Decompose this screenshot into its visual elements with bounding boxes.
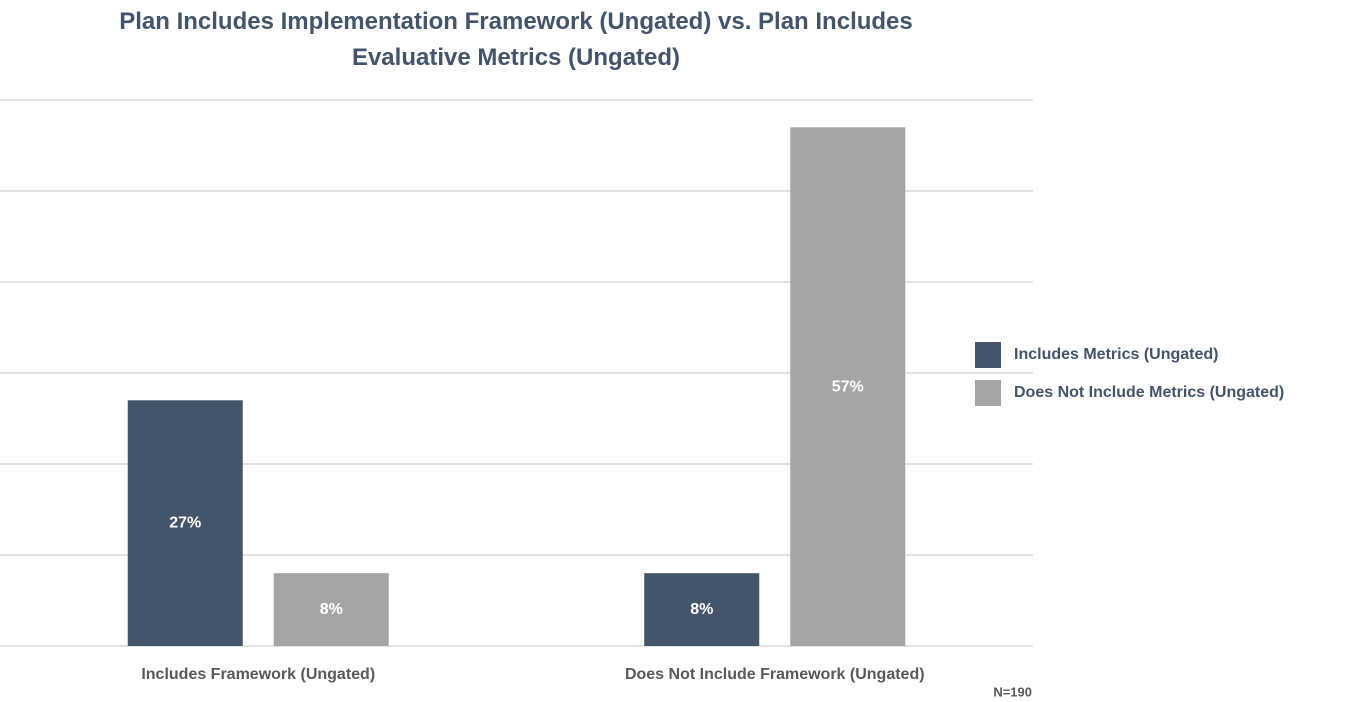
x-tick-label: Includes Framework (Ungated) xyxy=(141,666,375,683)
annotation: N=190 xyxy=(993,684,1032,699)
legend-label: Does Not Include Metrics (Ungated) xyxy=(1014,384,1284,401)
legend-swatch xyxy=(975,380,1001,406)
bar xyxy=(273,573,389,646)
data-label: 57% xyxy=(832,379,864,396)
legend-label: Includes Metrics (Ungated) xyxy=(1014,346,1218,363)
data-label: 8% xyxy=(690,601,713,618)
data-label: 8% xyxy=(320,601,343,618)
bar xyxy=(790,127,906,647)
chart-title: Plan Includes Implementation Framework (… xyxy=(119,8,913,71)
bar xyxy=(127,400,243,646)
x-tick-label: Does Not Include Framework (Ungated) xyxy=(625,666,925,683)
legend-swatch xyxy=(975,342,1001,368)
bar xyxy=(644,573,760,646)
data-label: 27% xyxy=(169,514,201,531)
